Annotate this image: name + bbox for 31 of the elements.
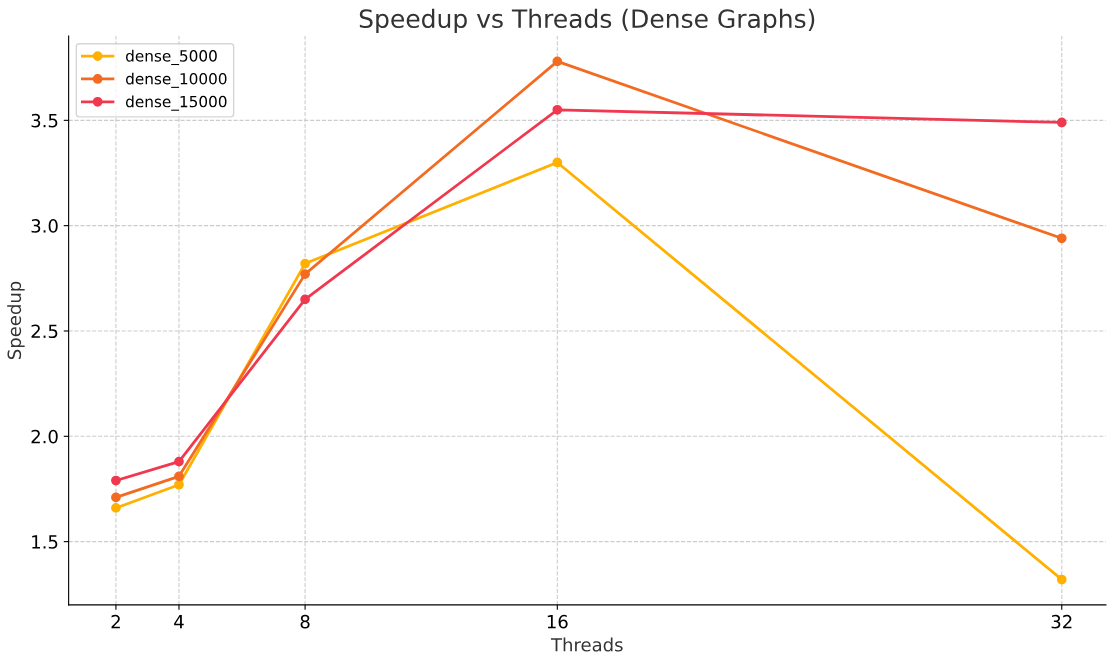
x-tick-label: 16	[547, 614, 568, 629]
x-tick-label: 2	[111, 614, 120, 629]
y-tick-label: 3.5	[31, 113, 58, 128]
y-tick-label: 3.0	[31, 219, 58, 233]
point	[552, 104, 563, 115]
legend-label: dense_15000	[126, 95, 227, 111]
point	[111, 492, 121, 503]
legend-label: dense_10000	[126, 72, 227, 88]
point	[174, 479, 184, 490]
point	[174, 456, 184, 467]
point	[111, 475, 121, 486]
point	[1056, 233, 1067, 244]
point	[111, 503, 121, 513]
y-tick-label: 2.0	[31, 429, 58, 444]
point	[552, 56, 563, 67]
x-axis-title: Threads	[550, 637, 623, 652]
point	[300, 294, 310, 305]
chart-title: Speedup vs Threads (Dense Graphs)	[359, 8, 815, 33]
point	[1056, 574, 1067, 585]
point	[1056, 117, 1067, 128]
x-tick-label: 32	[1051, 614, 1072, 629]
x-tick-label: 4	[174, 615, 184, 629]
point	[300, 258, 310, 269]
y-axis-title: Speedup	[7, 281, 25, 360]
y-tick-label: 1.5	[32, 535, 58, 549]
point	[552, 157, 563, 168]
point	[300, 269, 310, 279]
y-tick-label: 2.5	[31, 324, 58, 339]
legend-label: dense_5000	[126, 49, 217, 66]
point	[174, 471, 184, 482]
x-tick-label: 8	[300, 614, 310, 629]
